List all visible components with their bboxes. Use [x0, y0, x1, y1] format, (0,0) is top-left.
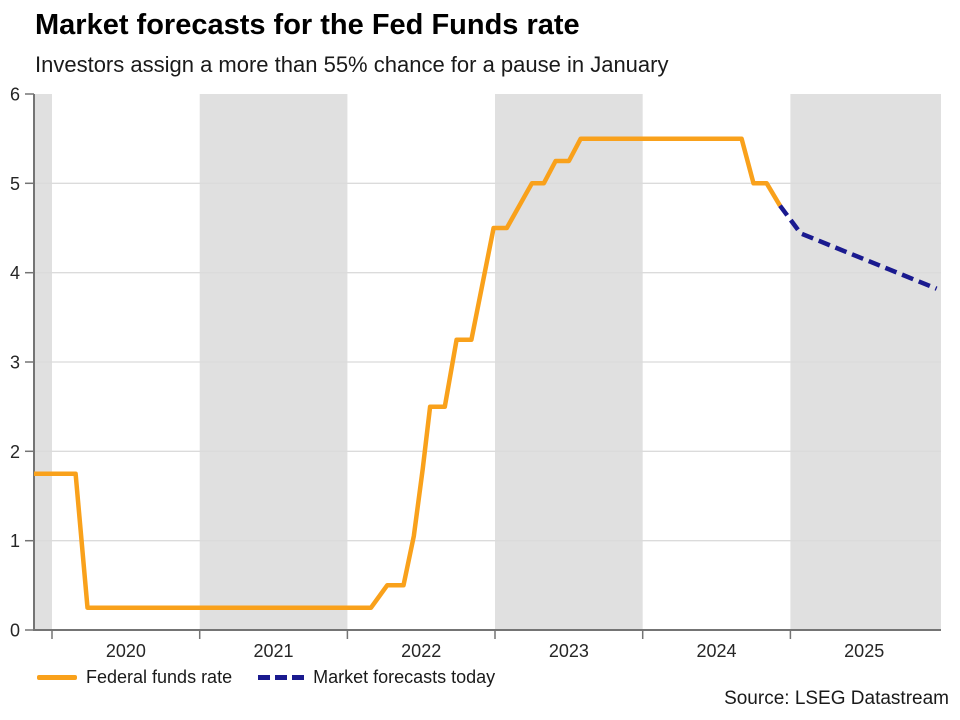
- y-tick-label: 4: [10, 263, 20, 283]
- x-tick-label: 2023: [549, 641, 589, 661]
- series-line-federal-funds-rate: [34, 136, 782, 610]
- y-tick-label: 0: [10, 621, 20, 641]
- legend-swatch-federal-funds-rate: [37, 674, 77, 680]
- source-credit: Source: LSEG Datastream: [724, 688, 949, 709]
- x-tick-label: 2021: [253, 641, 293, 661]
- chart-canvas: 0 1 2 3 4 5 6 2020 2021 2022 2023 2024 2025: [10, 85, 941, 661]
- legend-label-federal-funds-rate: Federal funds rate: [86, 666, 233, 687]
- legend-label-market-forecasts: Market forecasts today: [313, 666, 496, 687]
- chart-title: Market forecasts for the Fed Funds rate: [35, 9, 580, 41]
- x-tick-label: 2020: [106, 641, 146, 661]
- chart-subtitle: Investors assign a more than 55% chance …: [35, 52, 669, 77]
- y-tick-label: 2: [10, 442, 20, 462]
- legend: Federal funds rate Market forecasts toda…: [37, 665, 495, 689]
- x-tick-label: 2025: [844, 641, 884, 661]
- legend-swatch-market-forecasts: [258, 674, 305, 680]
- y-tick-label: 3: [10, 353, 20, 373]
- series-line-market-forecasts-today: [778, 204, 938, 291]
- y-tick-label: 5: [10, 174, 20, 194]
- x-tick-label: 2024: [696, 641, 736, 661]
- y-tick-label: 1: [10, 531, 20, 551]
- x-tick-label: 2022: [401, 641, 441, 661]
- y-tick-label: 6: [10, 85, 20, 105]
